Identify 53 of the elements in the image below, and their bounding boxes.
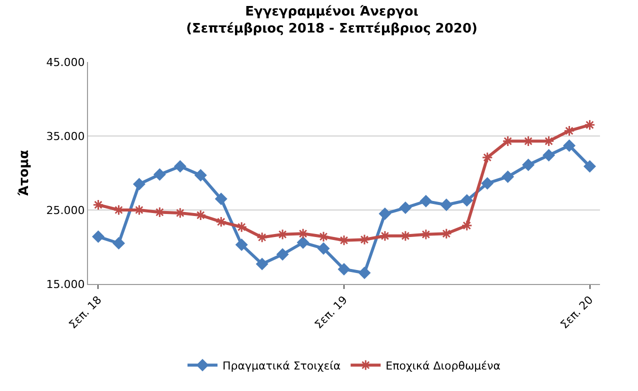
point xyxy=(195,210,206,221)
point xyxy=(564,125,575,136)
point xyxy=(318,231,330,242)
point xyxy=(584,160,596,172)
point xyxy=(256,232,268,243)
point xyxy=(216,216,227,228)
point xyxy=(502,136,514,147)
point xyxy=(113,204,124,216)
point xyxy=(543,136,554,147)
point xyxy=(542,149,555,162)
point xyxy=(563,140,576,152)
point xyxy=(481,177,494,190)
legend-label: Εποχικά Διορθωμένα xyxy=(386,359,500,372)
point xyxy=(318,242,330,254)
point xyxy=(358,266,370,279)
x-tick-label: Σεπ. 18 xyxy=(66,294,104,332)
legend-label: Πραγματικά Στοιχεία xyxy=(222,359,341,372)
chart-subtitle: (Σεπτέμβριος 2018 - Σεπτέμβριος 2020) xyxy=(186,22,478,37)
point xyxy=(92,199,104,210)
point xyxy=(112,237,125,250)
point xyxy=(236,221,248,233)
y-tick-label: 15.000 xyxy=(46,278,85,291)
point xyxy=(502,170,514,183)
y-tick-label: 45.000 xyxy=(46,56,85,69)
point xyxy=(174,160,186,172)
point xyxy=(154,168,166,180)
point xyxy=(460,194,473,206)
point xyxy=(256,258,268,270)
chart-title: Εγγεγραμμένοι Άνεργοι xyxy=(245,4,418,20)
point xyxy=(522,136,534,147)
point xyxy=(297,236,309,249)
y-tick-label: 35.000 xyxy=(46,130,85,143)
x-tick-label: Σεπ. 20 xyxy=(558,294,596,332)
point xyxy=(338,263,350,276)
point xyxy=(215,192,228,205)
point xyxy=(461,220,472,232)
point xyxy=(276,248,289,260)
point xyxy=(379,208,391,220)
y-tick-label: 25.000 xyxy=(46,204,85,217)
point xyxy=(420,195,432,208)
point xyxy=(133,178,146,190)
point xyxy=(584,119,596,130)
point xyxy=(92,230,104,243)
y-axis-title: Άτομα xyxy=(17,150,32,196)
point xyxy=(236,238,248,251)
point xyxy=(522,158,534,171)
point xyxy=(440,198,452,211)
point xyxy=(134,204,145,216)
point xyxy=(194,169,207,182)
x-tick-label: Σεπ. 19 xyxy=(312,294,350,332)
point xyxy=(154,206,166,218)
point xyxy=(482,152,493,164)
point xyxy=(399,202,412,214)
